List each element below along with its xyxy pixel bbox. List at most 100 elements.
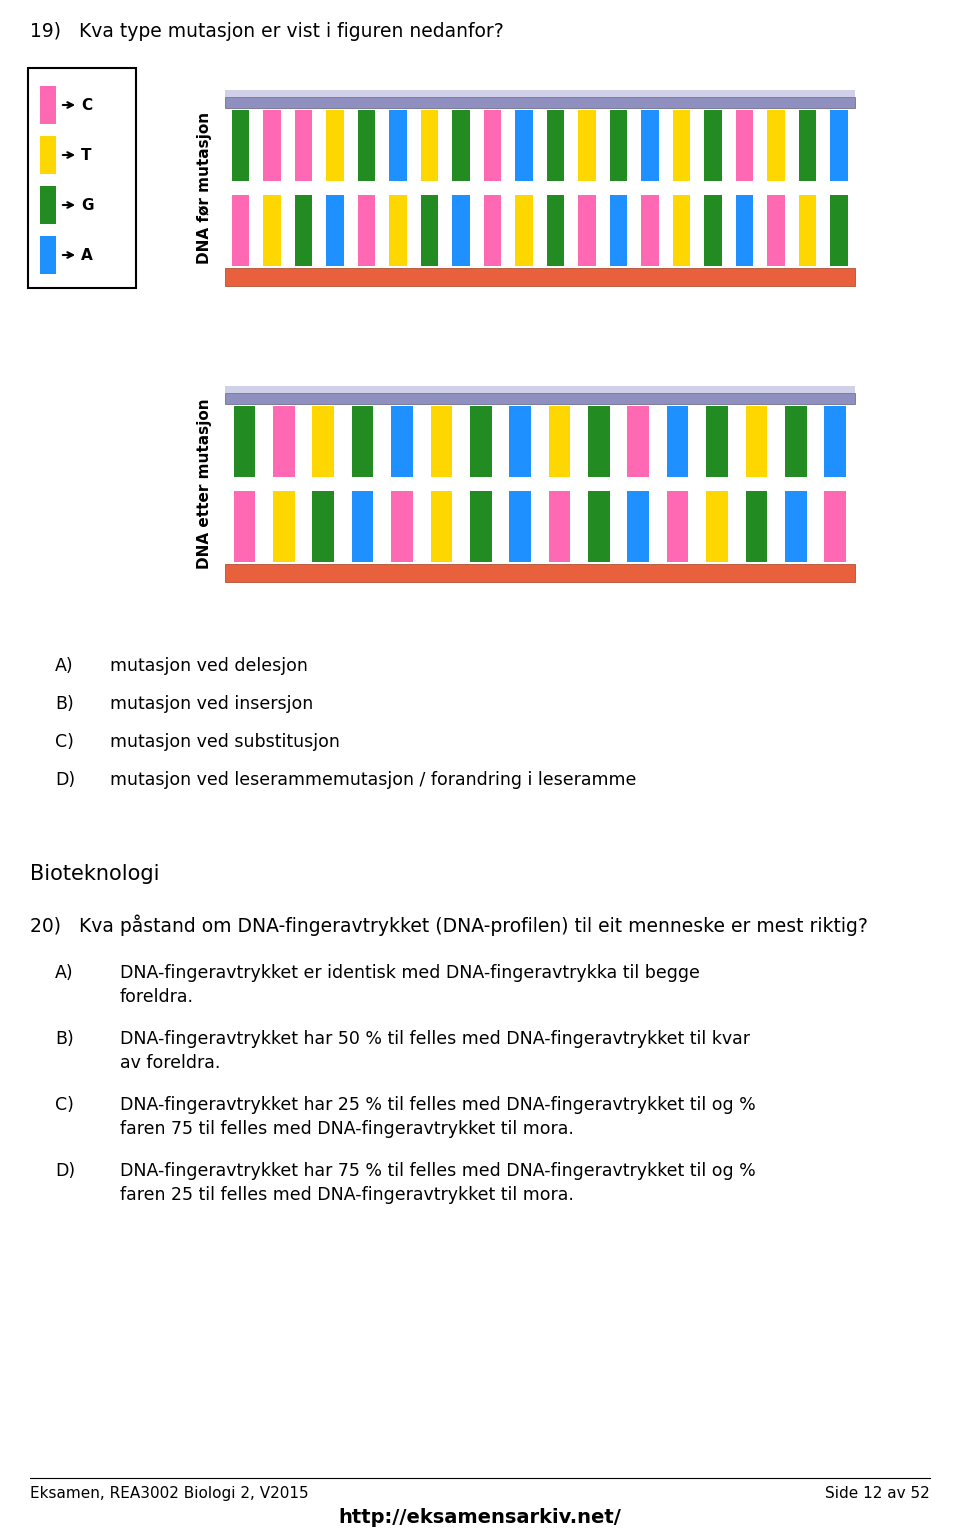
Bar bbox=[588, 491, 610, 563]
Bar bbox=[588, 406, 610, 477]
Bar bbox=[746, 406, 767, 477]
Text: DNA etter mutasjon: DNA etter mutasjon bbox=[198, 399, 212, 569]
Text: mutasjon ved insersjon: mutasjon ved insersjon bbox=[110, 694, 313, 713]
Bar bbox=[40, 136, 56, 175]
Text: av foreldra.: av foreldra. bbox=[120, 1055, 221, 1072]
Bar bbox=[232, 195, 250, 267]
Bar bbox=[610, 110, 627, 181]
Text: mutasjon ved delesjon: mutasjon ved delesjon bbox=[110, 658, 308, 675]
Bar bbox=[351, 491, 373, 563]
Bar bbox=[484, 110, 501, 181]
Bar bbox=[484, 195, 501, 267]
Text: A): A) bbox=[55, 658, 74, 675]
Bar bbox=[232, 110, 250, 181]
Text: C): C) bbox=[55, 733, 74, 751]
Text: DNA-fingeravtrykket har 50 % til felles med DNA-fingeravtrykket til kvar: DNA-fingeravtrykket har 50 % til felles … bbox=[120, 1030, 750, 1049]
Bar bbox=[516, 110, 533, 181]
Text: T: T bbox=[81, 147, 91, 162]
Text: Bioteknologi: Bioteknologi bbox=[30, 865, 159, 885]
Bar bbox=[667, 491, 688, 563]
Bar bbox=[326, 195, 344, 267]
Bar bbox=[549, 406, 570, 477]
Bar bbox=[295, 195, 312, 267]
Bar bbox=[510, 406, 531, 477]
Bar bbox=[312, 491, 334, 563]
Text: DNA før mutasjon: DNA før mutasjon bbox=[198, 112, 212, 264]
Text: mutasjon ved substitusjon: mutasjon ved substitusjon bbox=[110, 733, 340, 751]
Text: Side 12 av 52: Side 12 av 52 bbox=[826, 1485, 930, 1501]
Bar bbox=[263, 195, 280, 267]
Bar bbox=[673, 195, 690, 267]
Bar bbox=[705, 110, 722, 181]
Bar bbox=[785, 406, 806, 477]
Bar bbox=[469, 406, 492, 477]
Bar bbox=[40, 86, 56, 124]
Bar bbox=[225, 392, 855, 405]
Bar bbox=[390, 195, 407, 267]
Bar bbox=[430, 406, 452, 477]
Bar bbox=[799, 110, 816, 181]
Text: A): A) bbox=[55, 964, 74, 983]
Text: faren 25 til felles med DNA-fingeravtrykket til mora.: faren 25 til felles med DNA-fingeravtryk… bbox=[120, 1187, 574, 1203]
Bar bbox=[830, 195, 848, 267]
Bar bbox=[799, 195, 816, 267]
Bar bbox=[358, 195, 375, 267]
Bar bbox=[430, 491, 452, 563]
Bar bbox=[641, 195, 659, 267]
Text: faren 75 til felles med DNA-fingeravtrykket til mora.: faren 75 til felles med DNA-fingeravtryk… bbox=[120, 1121, 574, 1137]
Bar bbox=[628, 491, 649, 563]
Bar bbox=[263, 110, 280, 181]
Bar bbox=[326, 110, 344, 181]
Bar bbox=[28, 67, 136, 288]
Bar bbox=[547, 110, 564, 181]
Bar bbox=[707, 406, 728, 477]
Bar bbox=[825, 491, 846, 563]
Bar bbox=[610, 195, 627, 267]
Bar bbox=[452, 110, 469, 181]
Text: B): B) bbox=[55, 694, 74, 713]
Bar bbox=[225, 90, 855, 97]
Text: DNA-fingeravtrykket har 25 % til felles med DNA-fingeravtrykket til og %: DNA-fingeravtrykket har 25 % til felles … bbox=[120, 1096, 756, 1114]
Bar bbox=[391, 491, 413, 563]
Bar bbox=[579, 195, 596, 267]
Bar bbox=[736, 195, 754, 267]
Bar bbox=[767, 110, 784, 181]
Bar bbox=[358, 110, 375, 181]
Bar bbox=[547, 195, 564, 267]
Bar bbox=[295, 110, 312, 181]
Text: Eksamen, REA3002 Biologi 2, V2015: Eksamen, REA3002 Biologi 2, V2015 bbox=[30, 1485, 308, 1501]
Bar bbox=[420, 195, 439, 267]
Bar bbox=[705, 195, 722, 267]
Text: foreldra.: foreldra. bbox=[120, 987, 194, 1006]
Bar bbox=[273, 491, 295, 563]
Text: G: G bbox=[81, 198, 93, 213]
Bar bbox=[225, 97, 855, 107]
Bar bbox=[391, 406, 413, 477]
Bar bbox=[233, 406, 255, 477]
Bar bbox=[469, 491, 492, 563]
Bar bbox=[641, 110, 659, 181]
Bar bbox=[673, 110, 690, 181]
Bar bbox=[516, 195, 533, 267]
Bar bbox=[830, 110, 848, 181]
Bar bbox=[351, 406, 373, 477]
Text: D): D) bbox=[55, 1162, 75, 1180]
Bar bbox=[390, 110, 407, 181]
Bar bbox=[225, 268, 855, 287]
Bar bbox=[667, 406, 688, 477]
Bar bbox=[785, 491, 806, 563]
Bar bbox=[549, 491, 570, 563]
Text: 19)   Kva type mutasjon er vist i figuren nedanfor?: 19) Kva type mutasjon er vist i figuren … bbox=[30, 21, 504, 41]
Bar bbox=[225, 386, 855, 392]
Bar bbox=[736, 110, 754, 181]
Bar bbox=[579, 110, 596, 181]
Text: mutasjon ved leserammemutasjon / forandring i leseramme: mutasjon ved leserammemutasjon / forandr… bbox=[110, 771, 636, 789]
Bar bbox=[420, 110, 439, 181]
Bar bbox=[767, 195, 784, 267]
Bar bbox=[628, 406, 649, 477]
Text: C: C bbox=[81, 98, 92, 112]
Bar bbox=[746, 491, 767, 563]
Bar bbox=[825, 406, 846, 477]
Text: A: A bbox=[81, 247, 93, 262]
Bar bbox=[707, 491, 728, 563]
